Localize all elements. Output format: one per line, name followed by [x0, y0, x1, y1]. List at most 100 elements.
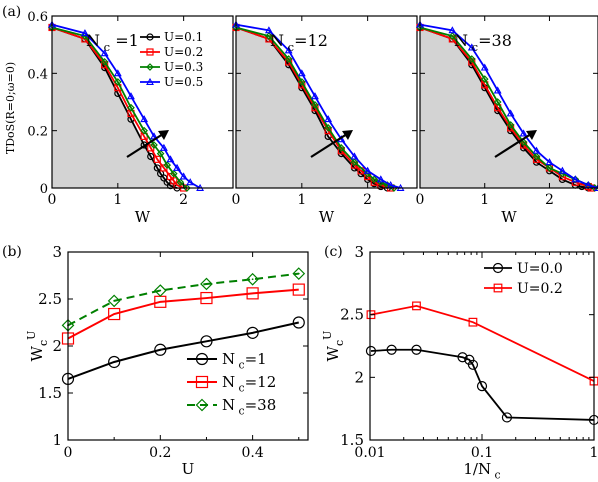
series-marker: [506, 121, 515, 129]
series-marker: [246, 326, 259, 339]
series-marker: [311, 92, 319, 100]
x-tick-label: 1: [113, 192, 122, 208]
series-marker: [140, 115, 149, 123]
series-marker: [457, 352, 468, 363]
y-tick-label: 0.4: [27, 67, 48, 82]
series-marker-shape: [532, 152, 541, 161]
series-marker: [173, 163, 181, 171]
legend-marker-shape: [195, 398, 209, 412]
y-tick-label: 2.5: [38, 290, 62, 308]
series-marker: [100, 49, 109, 57]
series-marker-shape: [448, 32, 457, 40]
series-marker: [153, 284, 167, 297]
series-marker: [200, 277, 213, 291]
nc-label: N c =1: [86, 31, 139, 54]
panel-a-ylabel: TDoS(R=0;ω=0): [4, 62, 17, 154]
panel-a-plots: 0 1 2 0 0.2 0.4 0.6 W N c =1 0 1 2 W N c=12 0 1 2 W N c=38…: [27, 10, 598, 226]
series-marker: [365, 345, 377, 357]
series-marker: [501, 412, 513, 423]
series-marker-shape: [127, 103, 135, 112]
series-marker: [476, 381, 488, 392]
series-marker: [153, 155, 161, 163]
u-arrow-head: [158, 130, 169, 140]
subpanel-1: 0 1 2 0 0.2 0.4 0.6 W N c =1: [27, 10, 234, 226]
legend-label: U=0.5: [164, 75, 203, 89]
x-tick-label: 0.01: [354, 445, 385, 461]
series-marker: [448, 32, 457, 40]
series-marker: [183, 184, 191, 192]
y-tick-label: 0.2: [27, 125, 48, 140]
panel-c-plot: 0.01 0.1 1 1.5 2 2.5 3 1/N c WcU U=0.0 U=0.2: [321, 243, 598, 482]
series-marker-dot: [113, 299, 116, 302]
y-tick-label: 1: [52, 431, 62, 449]
series-marker: [100, 58, 109, 66]
series-marker: [493, 86, 502, 94]
x-tick-label: 2: [179, 192, 188, 208]
u-arrow-head: [342, 130, 353, 140]
series-marker-shape: [292, 267, 306, 280]
legend-label: N c=1: [222, 350, 267, 372]
series-marker: [297, 78, 306, 86]
x-tick-label: 1: [297, 192, 306, 208]
series-marker: [246, 287, 259, 300]
series-line: [51, 23, 201, 189]
nc-label: N c=12: [270, 31, 328, 54]
series-marker-shape: [153, 284, 167, 297]
series-marker-shape: [284, 55, 293, 63]
series-marker: [154, 343, 167, 356]
series-marker: [411, 344, 422, 355]
series-marker-shape: [169, 169, 178, 178]
series-marker-shape: [163, 161, 172, 169]
series-marker: [467, 359, 479, 370]
panel-label-a: (a): [2, 4, 21, 20]
x-tick-label: 0: [48, 192, 57, 208]
series-marker-shape: [350, 158, 359, 167]
series-marker-shape: [140, 126, 148, 135]
legend-marker: [195, 352, 209, 366]
series-marker-shape: [176, 178, 185, 187]
series-marker-shape: [545, 164, 554, 172]
u-arrow-head: [526, 130, 537, 140]
y-tick-label: 2: [354, 368, 364, 386]
series-marker: [467, 43, 476, 51]
series-line: [370, 348, 595, 421]
legend-label: U=0.0: [517, 261, 563, 277]
plot-frame: [51, 15, 234, 189]
series-marker-dot: [205, 283, 208, 285]
series-marker: [311, 101, 319, 109]
series-marker: [200, 291, 213, 305]
legend-marker: [146, 77, 154, 85]
series-marker-shape: [506, 121, 515, 129]
series-marker: [179, 172, 188, 180]
series-marker: [480, 63, 489, 71]
series-marker: [480, 75, 489, 83]
series-marker-shape: [246, 272, 259, 286]
series-marker: [545, 164, 554, 172]
series-marker-shape: [156, 149, 165, 158]
series-marker-shape: [467, 55, 476, 63]
y-tick-label: 1.5: [38, 384, 62, 402]
series-marker: [350, 158, 359, 167]
series-marker: [163, 161, 172, 169]
series-marker: [337, 144, 346, 152]
series-line: [67, 321, 299, 380]
series-marker: [292, 283, 305, 296]
series-marker-shape: [107, 294, 121, 308]
series-marker: [80, 29, 89, 37]
x-axis-label: U: [182, 460, 195, 478]
legend-marker: [493, 283, 503, 293]
series-marker: [113, 69, 122, 77]
series-marker: [113, 78, 122, 86]
series-marker: [297, 69, 306, 77]
series-marker: [292, 267, 306, 280]
x-tick-label: 2: [363, 192, 372, 208]
series-marker-shape: [311, 101, 319, 109]
series-marker: [284, 46, 293, 54]
legend-label: U=0.3: [164, 60, 203, 74]
legend-marker-dot: [201, 404, 203, 406]
series-marker: [107, 294, 121, 308]
legend-label: U=0.1: [164, 30, 203, 44]
series-marker-shape: [200, 277, 213, 291]
series-marker-shape: [297, 78, 306, 86]
series-marker: [127, 103, 135, 112]
